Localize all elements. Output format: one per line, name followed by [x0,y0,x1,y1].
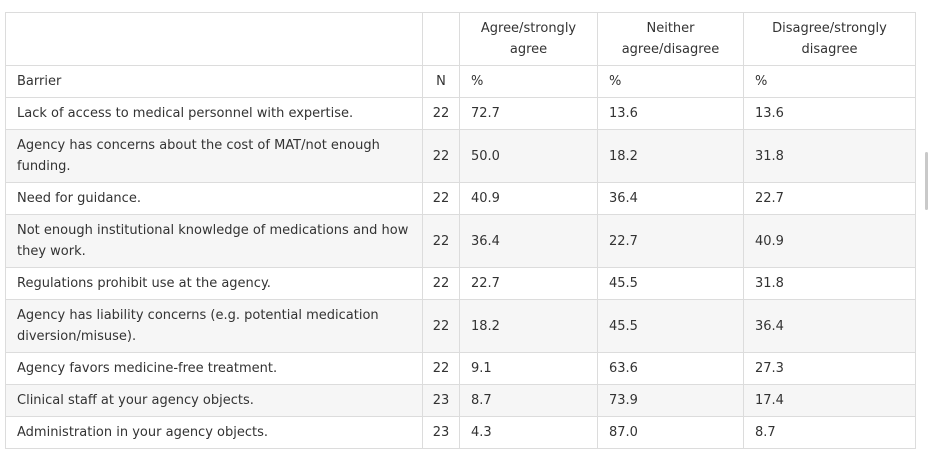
n-cell: 22 [422,299,460,353]
table-row: Administration in your agency objects. 2… [5,416,916,449]
neither-cell: 13.6 [597,97,744,130]
agree-cell: 40.9 [459,182,598,215]
barrier-cell: Regulations prohibit use at the agency. [5,267,423,300]
table-row: Lack of access to medical personnel with… [5,97,916,130]
subheader-disagree-unit: % [743,65,916,98]
n-cell: 22 [422,267,460,300]
neither-cell: 87.0 [597,416,744,449]
header-n-cell [422,12,460,66]
barrier-cell: Lack of access to medical personnel with… [5,97,423,130]
subheader-neither-unit: % [597,65,744,98]
n-cell: 22 [422,97,460,130]
agree-cell: 72.7 [459,97,598,130]
barrier-cell: Administration in your agency objects. [5,416,423,449]
header-neither: Neither agree/disagree [597,12,744,66]
barrier-cell: Agency has concerns about the cost of MA… [5,129,423,183]
table-row: Need for guidance. 22 40.9 36.4 22.7 [5,182,916,215]
table-header-row: Agree/strongly agree Neither agree/disag… [5,12,916,66]
disagree-cell: 8.7 [743,416,916,449]
subheader-barrier: Barrier [5,65,423,98]
n-cell: 22 [422,352,460,385]
neither-cell: 63.6 [597,352,744,385]
table-row: Agency favors medicine-free treatment. 2… [5,352,916,385]
table-row: Clinical staff at your agency objects. 2… [5,384,916,417]
n-cell: 22 [422,129,460,183]
disagree-cell: 40.9 [743,214,916,268]
n-cell: 23 [422,384,460,417]
table-row: Agency has concerns about the cost of MA… [5,129,916,183]
agree-cell: 18.2 [459,299,598,353]
subheader-agree-unit: % [459,65,598,98]
table-row: Agency has liability concerns (e.g. pote… [5,299,916,353]
barrier-cell: Need for guidance. [5,182,423,215]
table-row: Not enough institutional knowledge of me… [5,214,916,268]
agree-cell: 50.0 [459,129,598,183]
neither-cell: 22.7 [597,214,744,268]
barrier-cell: Agency has liability concerns (e.g. pote… [5,299,423,353]
agree-cell: 4.3 [459,416,598,449]
n-cell: 22 [422,214,460,268]
barriers-table: Agree/strongly agree Neither agree/disag… [5,12,916,449]
scrollbar-thumb[interactable] [925,152,928,210]
header-agree: Agree/strongly agree [459,12,598,66]
disagree-cell: 13.6 [743,97,916,130]
disagree-cell: 22.7 [743,182,916,215]
n-cell: 22 [422,182,460,215]
disagree-cell: 27.3 [743,352,916,385]
neither-cell: 73.9 [597,384,744,417]
disagree-cell: 36.4 [743,299,916,353]
agree-cell: 22.7 [459,267,598,300]
disagree-cell: 31.8 [743,267,916,300]
disagree-cell: 31.8 [743,129,916,183]
subheader-n: N [422,65,460,98]
neither-cell: 45.5 [597,267,744,300]
agree-cell: 36.4 [459,214,598,268]
n-cell: 23 [422,416,460,449]
neither-cell: 36.4 [597,182,744,215]
neither-cell: 45.5 [597,299,744,353]
table-subheader-row: Barrier N % % % [5,65,916,98]
neither-cell: 18.2 [597,129,744,183]
barrier-cell: Agency favors medicine-free treatment. [5,352,423,385]
header-disagree: Disagree/strongly disagree [743,12,916,66]
agree-cell: 9.1 [459,352,598,385]
agree-cell: 8.7 [459,384,598,417]
disagree-cell: 17.4 [743,384,916,417]
barrier-cell: Not enough institutional knowledge of me… [5,214,423,268]
barrier-cell: Clinical staff at your agency objects. [5,384,423,417]
header-barrier-cell [5,12,423,66]
table-row: Regulations prohibit use at the agency. … [5,267,916,300]
barriers-table-container: Agree/strongly agree Neither agree/disag… [5,12,916,449]
